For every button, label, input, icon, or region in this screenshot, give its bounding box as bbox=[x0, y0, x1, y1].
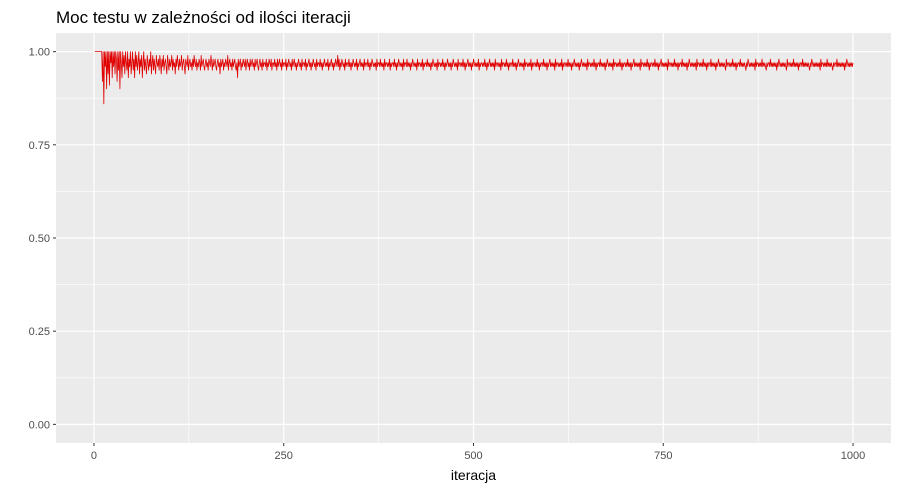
x-axis-title: iteracja bbox=[451, 467, 496, 483]
y-tick-label: 0.50 bbox=[29, 233, 50, 245]
y-axis: 0.00 0.25 0.50 0.75 1.00 bbox=[29, 47, 56, 431]
x-tick-label: 1000 bbox=[841, 450, 865, 462]
major-gridlines bbox=[56, 33, 891, 443]
x-tick-label: 0 bbox=[91, 450, 97, 462]
chart-title: Moc testu w zależności od ilości iteracj… bbox=[56, 8, 351, 27]
series-layer bbox=[94, 51, 854, 105]
series-line bbox=[94, 51, 854, 105]
y-tick-label: 1.00 bbox=[29, 47, 50, 59]
x-tick-label: 500 bbox=[464, 450, 482, 462]
y-tick-label: 0.75 bbox=[29, 140, 50, 152]
y-tick-label: 0.00 bbox=[29, 419, 50, 431]
x-axis: 0 250 500 750 1000 bbox=[91, 443, 865, 462]
x-tick-label: 250 bbox=[275, 450, 293, 462]
y-tick-label: 0.25 bbox=[29, 326, 50, 338]
x-tick-label: 750 bbox=[654, 450, 672, 462]
